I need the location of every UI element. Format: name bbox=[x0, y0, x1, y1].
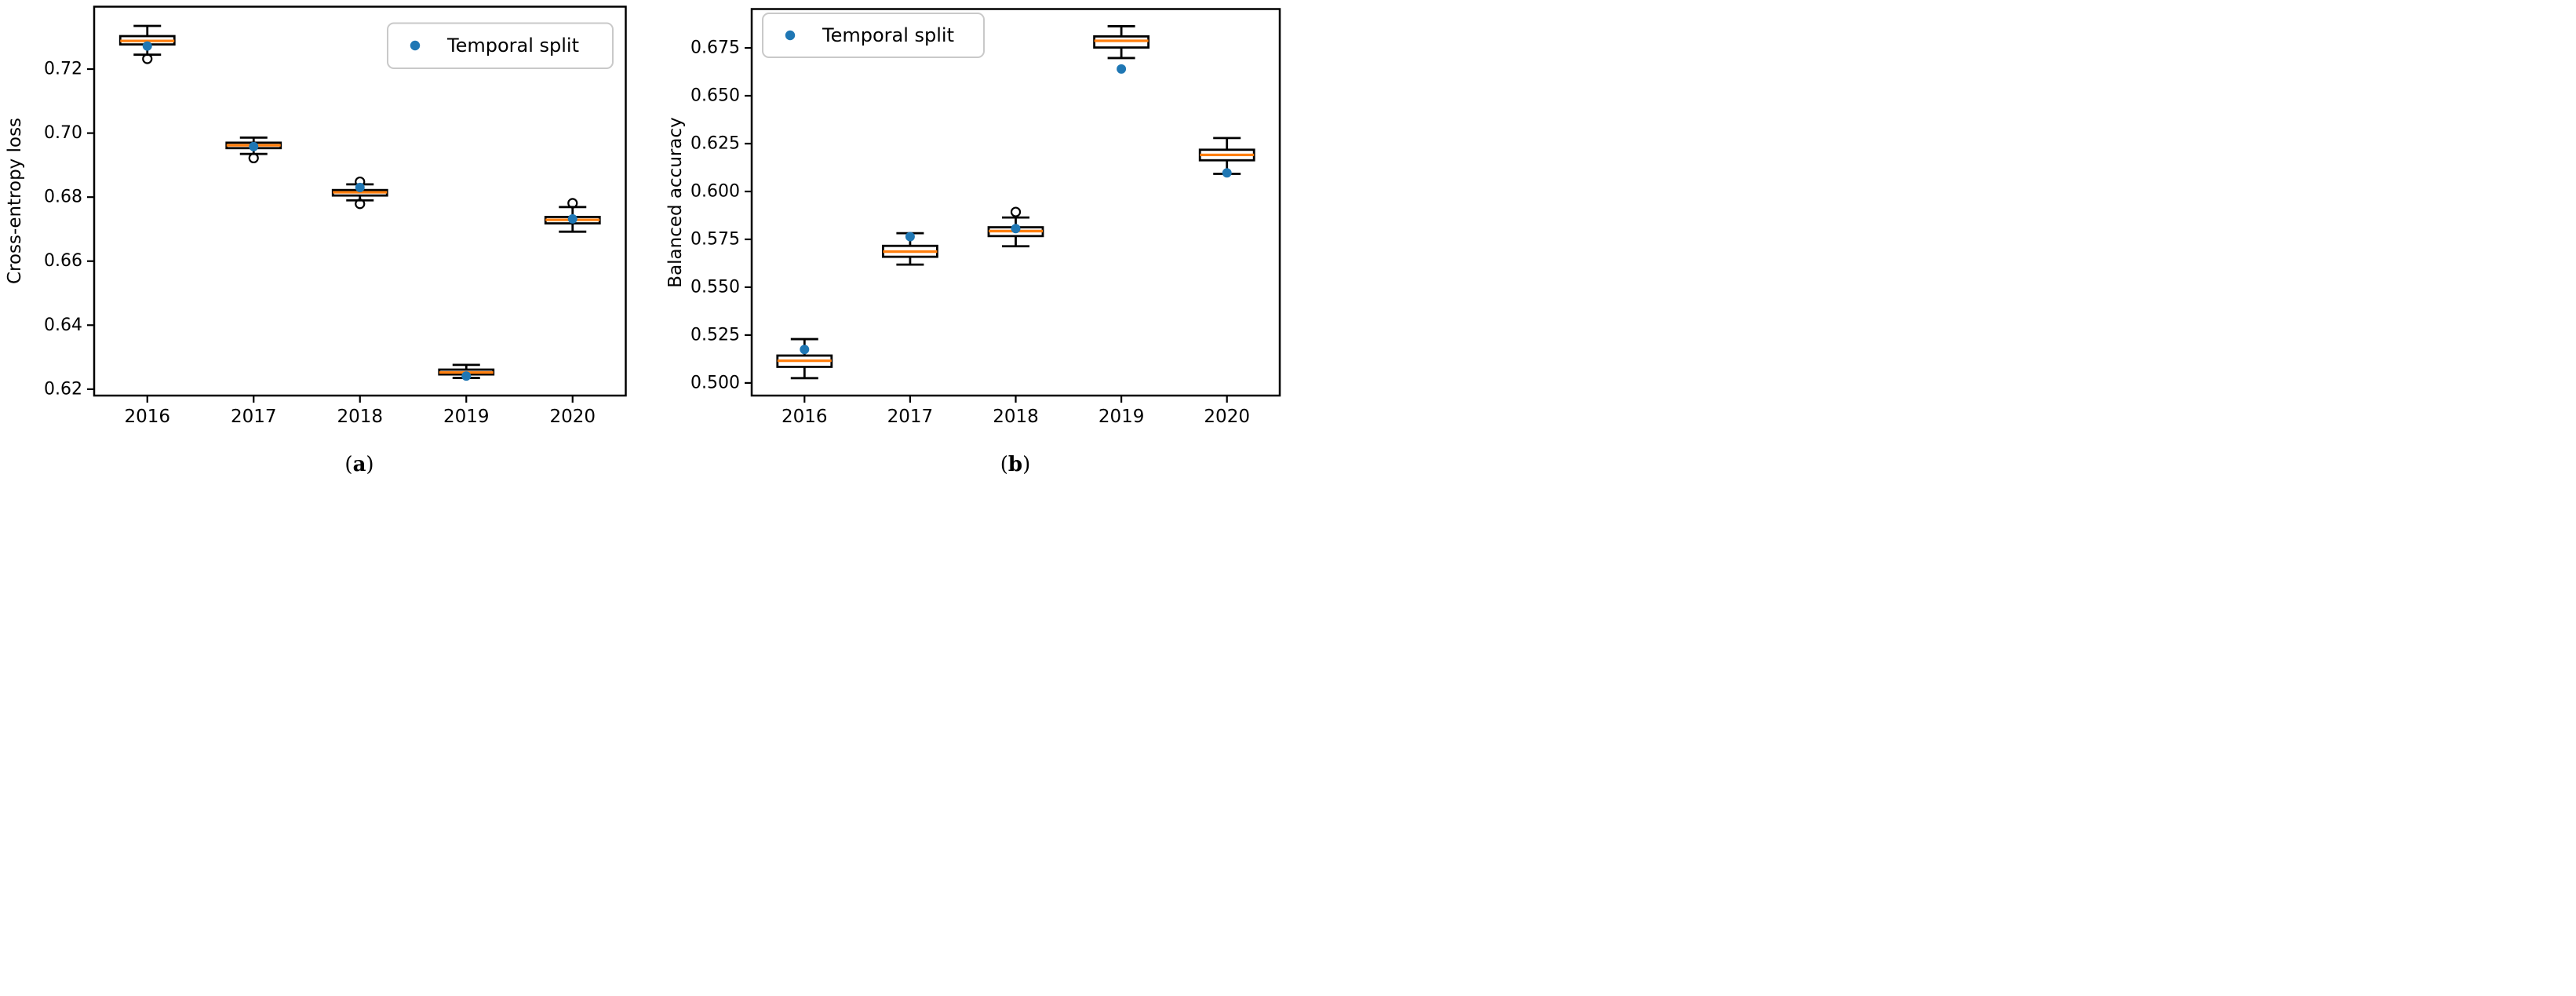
panel-a-legend-label: Temporal split bbox=[446, 35, 579, 57]
panel-a-y-axis-label: Cross-entropy loss bbox=[5, 118, 25, 284]
x-tick-label: 2019 bbox=[1099, 407, 1145, 427]
x-tick-label: 2017 bbox=[231, 407, 277, 427]
caption-a-letter: a bbox=[353, 453, 366, 476]
box-group-2019 bbox=[438, 363, 495, 381]
box-group-2016 bbox=[776, 337, 833, 380]
caption-b-paren-close: ) bbox=[1022, 453, 1030, 476]
axes-frame bbox=[750, 8, 1281, 397]
box-group-2020 bbox=[1198, 137, 1255, 178]
box-group-2020 bbox=[544, 198, 601, 233]
y-tick-label: 0.650 bbox=[690, 86, 740, 106]
box-group-2016 bbox=[118, 24, 176, 64]
x-tick-label: 2018 bbox=[337, 407, 383, 427]
temporal-split-point-2019 bbox=[1117, 64, 1127, 74]
x-tick-label: 2020 bbox=[1204, 407, 1250, 427]
temporal-split-point-2016 bbox=[800, 345, 810, 355]
boxplot-figure-svg: 0.62 0.64 0.66 0.68 0.70 0.72 2016 2017 2018 2019… bbox=[5, 5, 1281, 476]
panel-a-caption: (a) bbox=[344, 453, 373, 476]
y-tick-label: 0.62 bbox=[44, 379, 82, 399]
outlier-2018 bbox=[1010, 206, 1022, 217]
y-tick-label: 0.64 bbox=[44, 316, 82, 335]
panel-b-legend-frame bbox=[762, 13, 985, 58]
temporal-split-point-2018 bbox=[1011, 224, 1021, 234]
panel-b-legend-label: Temporal split bbox=[822, 24, 954, 46]
panel-b-legend: Temporal split bbox=[762, 13, 985, 58]
temporal-split-legend-marker-icon bbox=[410, 40, 421, 51]
caption-a-paren-close: ) bbox=[366, 453, 373, 476]
temporal-split-point-2016 bbox=[142, 41, 152, 51]
temporal-split-point-2020 bbox=[1222, 168, 1232, 178]
panel-a: 0.62 0.64 0.66 0.68 0.70 0.72 2016 2017 2018 2019… bbox=[5, 5, 627, 476]
y-tick-label: 0.575 bbox=[690, 229, 740, 249]
y-tick-label: 0.66 bbox=[44, 251, 82, 271]
panel-b-caption: (b) bbox=[1000, 453, 1031, 476]
x-tick-label: 2019 bbox=[443, 407, 490, 427]
temporal-split-point-2017 bbox=[905, 232, 915, 242]
outlier-2016 bbox=[142, 53, 153, 64]
panel-b: 0.500 0.525 0.550 0.575 0.600 0.625 0.650 0.675… bbox=[665, 8, 1281, 476]
box-group-2017 bbox=[225, 136, 282, 163]
outlier-2020 bbox=[567, 198, 578, 209]
x-tick-label: 2018 bbox=[993, 407, 1039, 427]
temporal-split-point-2017 bbox=[249, 141, 259, 151]
y-tick-label: 0.68 bbox=[44, 188, 82, 207]
temporal-split-point-2019 bbox=[461, 371, 472, 381]
box-group-2018 bbox=[331, 176, 388, 210]
panel-a-marks: 0.62 0.64 0.66 0.68 0.70 0.72 2016 2017 2018 2019… bbox=[44, 5, 627, 427]
temporal-split-point-2020 bbox=[567, 213, 578, 224]
y-tick-label: 0.625 bbox=[690, 133, 740, 153]
temporal-split-legend-marker-icon bbox=[785, 30, 796, 41]
y-tick-label: 0.600 bbox=[690, 181, 740, 201]
panel-a-legend-frame bbox=[387, 22, 614, 69]
box-group-2018 bbox=[987, 206, 1044, 248]
temporal-split-point-2018 bbox=[355, 182, 365, 192]
box-group-2017 bbox=[882, 232, 938, 266]
y-tick-label: 0.675 bbox=[690, 38, 740, 58]
outlier-2017 bbox=[248, 152, 259, 163]
x-tick-label: 2016 bbox=[124, 407, 170, 427]
outlier-2018 bbox=[355, 199, 366, 210]
panel-b-marks: 0.500 0.525 0.550 0.575 0.600 0.625 0.650 0.675… bbox=[690, 8, 1281, 427]
boxplot-figure: 0.62 0.64 0.66 0.68 0.70 0.72 2016 2017 2018 2019… bbox=[0, 0, 1288, 498]
x-tick-label: 2017 bbox=[887, 407, 934, 427]
x-tick-label: 2016 bbox=[782, 407, 828, 427]
panel-b-y-axis-label: Balanced accuracy bbox=[665, 117, 686, 287]
caption-b-letter: b bbox=[1008, 453, 1022, 476]
y-tick-label: 0.500 bbox=[690, 373, 740, 392]
caption-b-paren-open: ( bbox=[1000, 453, 1008, 476]
y-tick-label: 0.550 bbox=[690, 277, 740, 297]
y-tick-label: 0.70 bbox=[44, 123, 82, 143]
box-group-2019 bbox=[1093, 25, 1150, 74]
y-tick-label: 0.72 bbox=[44, 60, 82, 79]
x-tick-label: 2020 bbox=[549, 407, 596, 427]
panel-a-legend: Temporal split bbox=[387, 22, 614, 69]
caption-a-paren-open: ( bbox=[344, 453, 352, 476]
y-tick-label: 0.525 bbox=[690, 325, 740, 345]
